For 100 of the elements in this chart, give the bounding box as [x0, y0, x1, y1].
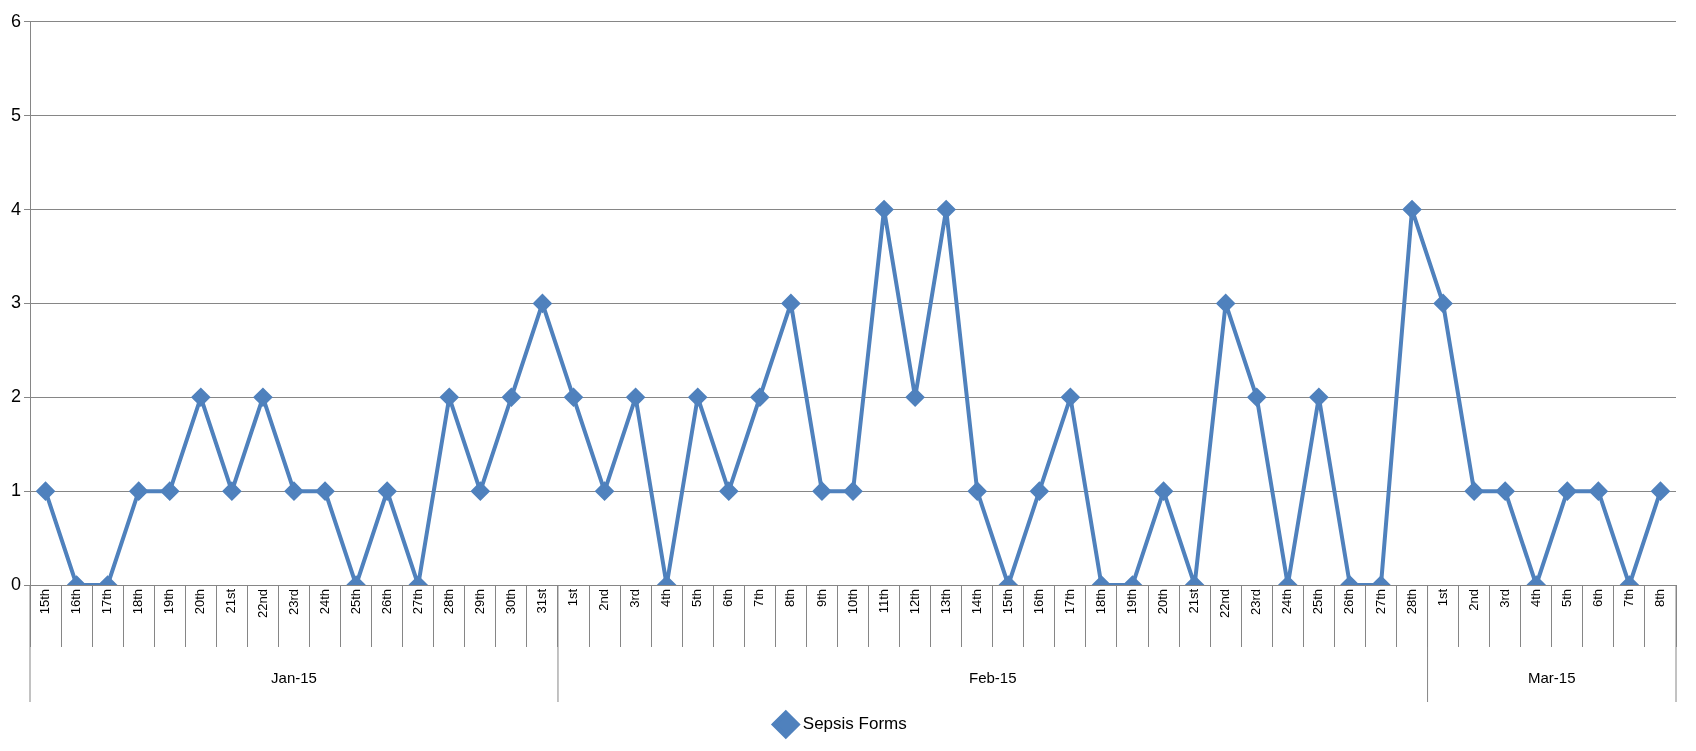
point [875, 200, 894, 219]
x-tick-label: 3rd [1496, 589, 1512, 608]
y-tick-label: 2 [11, 386, 22, 407]
x-tick-label: 3rd [627, 589, 643, 608]
x-tick-label: 24th [1279, 589, 1295, 615]
x-tick-label: 25th [347, 589, 363, 615]
y-tick-label: 3 [11, 292, 22, 313]
x-tick-label: 5th [1558, 589, 1574, 608]
x-tick-label: 16th [68, 589, 84, 615]
y-tick-label: 5 [11, 104, 22, 125]
x-tick-label: 2nd [596, 589, 612, 611]
x-tick-label: 5th [689, 589, 705, 608]
x-tick-label: 11th [875, 589, 891, 614]
x-tick-label: 7th [1620, 589, 1636, 608]
y-tick-label: 1 [11, 480, 22, 501]
point [253, 388, 272, 407]
x-tick-label: 8th [782, 589, 798, 608]
point [812, 482, 831, 501]
x-tick-label: 30th [502, 589, 518, 615]
x-tick-label: 26th [1341, 589, 1357, 615]
x-tick-label: 7th [751, 589, 767, 608]
x-tick-label: 1st [565, 588, 581, 607]
point [1154, 482, 1173, 501]
point [719, 482, 738, 501]
point [284, 482, 303, 501]
x-tick-label: 27th [1372, 589, 1388, 615]
point [968, 482, 987, 501]
x-tick-label: 19th [1124, 589, 1140, 615]
point [36, 482, 55, 501]
x-tick-label: 26th [378, 589, 394, 615]
x-tick-label: 18th [1093, 589, 1109, 615]
point [1403, 200, 1422, 219]
point [533, 294, 552, 313]
point [1061, 388, 1080, 407]
point [937, 200, 956, 219]
point [1496, 482, 1515, 501]
point [471, 482, 490, 501]
point [844, 482, 863, 501]
x-tick-label: 28th [1403, 589, 1419, 615]
point [1216, 294, 1235, 313]
point [160, 482, 179, 501]
x-tick-label: 31st [534, 588, 550, 614]
point [191, 388, 210, 407]
legend-label: Sepsis Forms [802, 714, 907, 734]
x-tick-label: 24th [316, 589, 332, 615]
x-tick-label: 19th [161, 589, 177, 615]
x-tick-label: 18th [130, 589, 146, 615]
x-tick-label: 14th [968, 589, 984, 615]
x-tick-label: 2nd [1465, 589, 1481, 611]
point [626, 388, 645, 407]
point [906, 388, 925, 407]
point [564, 388, 583, 407]
x-tick-label: 15th [37, 589, 53, 615]
x-tick-label: 1st [1434, 588, 1450, 607]
point [688, 388, 707, 407]
point [1589, 482, 1608, 501]
x-tick-label: 27th [409, 589, 425, 615]
x-tick-label: 4th [1527, 589, 1543, 608]
x-tick-label: 16th [1030, 589, 1046, 615]
x-tick-label: 25th [1310, 589, 1326, 615]
x-tick-label: 12th [906, 589, 922, 615]
point [316, 482, 335, 501]
x-tick-label: 21st [223, 588, 239, 614]
point [1558, 482, 1577, 501]
y-tick-label: 6 [11, 10, 22, 31]
x-tick-label: 15th [999, 589, 1015, 615]
x-tick-label: 6th [720, 589, 736, 608]
text: Feb-15 [968, 668, 1017, 686]
x-tick-label: 20th [1155, 589, 1171, 615]
y-tick-label: 0 [11, 573, 22, 594]
x-tick-label: 9th [813, 589, 829, 608]
point [1651, 482, 1670, 501]
text: Jan-15 [271, 668, 317, 686]
x-tick-label: 4th [658, 589, 674, 608]
x-tick-label: 13th [937, 589, 953, 615]
x-tick-label: 6th [1589, 589, 1605, 608]
point [1434, 294, 1453, 313]
x-tick-label: 8th [1652, 589, 1668, 608]
y-tick-label: 4 [11, 198, 22, 219]
point [129, 482, 148, 501]
point [440, 388, 459, 407]
point [1465, 482, 1484, 501]
x-tick-label: 28th [440, 589, 456, 615]
point [378, 482, 397, 501]
x-tick-label: 23rd [1248, 589, 1264, 616]
point [1030, 482, 1049, 501]
x-tick-label: 17th [1061, 589, 1077, 615]
point [1247, 388, 1266, 407]
text: Mar-15 [1528, 668, 1576, 686]
point [750, 388, 769, 407]
point [222, 482, 241, 501]
x-tick-label: 22nd [254, 589, 270, 618]
x-tick-label: 20th [192, 589, 208, 615]
x-tick-label: 21st [1186, 588, 1202, 614]
point [595, 482, 614, 501]
x-tick-label: 29th [471, 589, 487, 615]
x-tick-label: 23rd [285, 589, 301, 616]
point [502, 388, 521, 407]
x-tick-label: 17th [99, 589, 115, 615]
point [781, 294, 800, 313]
